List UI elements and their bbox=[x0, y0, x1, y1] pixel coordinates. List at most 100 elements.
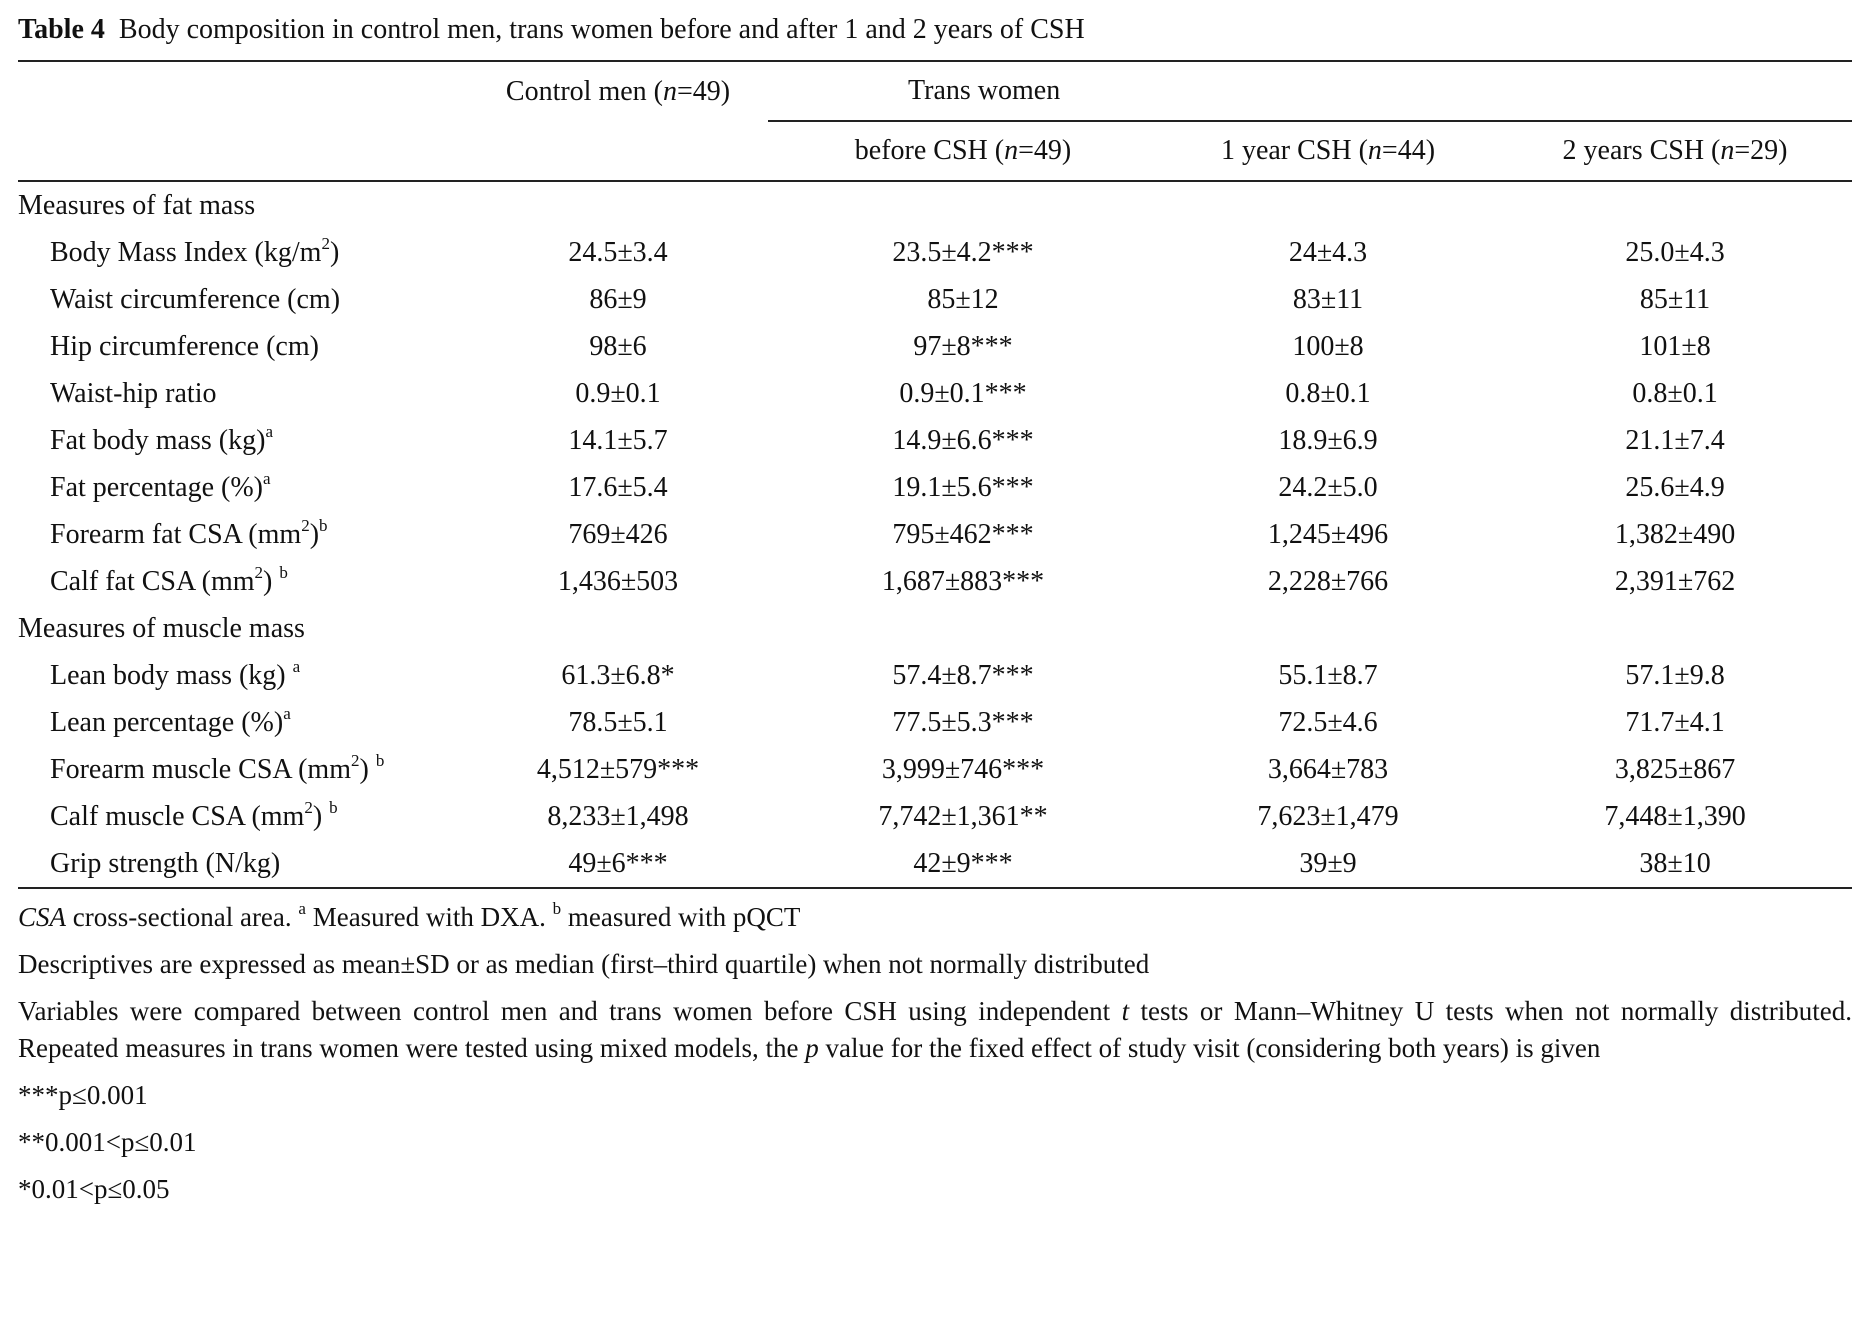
label-text: Waist-hip ratio bbox=[50, 377, 217, 409]
data-row: Lean body mass (kg) a 61.3±6.8* 57.4±8.7**… bbox=[18, 652, 1852, 699]
footnote: Descriptives are expressed as mean±SD or… bbox=[18, 949, 1150, 979]
data-cell: 83±11 bbox=[1292, 283, 1364, 315]
header-text: 1 year CSH ( bbox=[1220, 135, 1368, 166]
footnote: Variables were compared between control … bbox=[18, 993, 1852, 1067]
label-superscript: b bbox=[329, 797, 338, 817]
section-row: Measures of fat mass bbox=[18, 181, 1852, 229]
data-cell: 78.5±5.1 bbox=[568, 706, 668, 738]
footnote-text: value for the fixed effect of study visi… bbox=[818, 1033, 1601, 1063]
data-cell: 3,825±867 bbox=[1614, 753, 1736, 785]
label-superscript: a bbox=[265, 421, 273, 441]
data-row: Lean percentage (%)a 78.5±5.1 77.5±5.3*** 7… bbox=[18, 699, 1852, 746]
data-cell: 57.1±9.8 bbox=[1625, 659, 1725, 691]
row-label: Lean percentage (%)a bbox=[18, 699, 468, 746]
row-label: Fat body mass (kg)a bbox=[18, 417, 468, 464]
data-row: Forearm muscle CSA (mm2) b 4,512±579*** 3,… bbox=[18, 746, 1852, 793]
data-cell: 769±426 bbox=[568, 518, 668, 550]
table: Control men (n =49) Trans women before CS… bbox=[18, 60, 1853, 889]
data-row: Waist circumference (cm) 86±9 85±12 83±11 85… bbox=[18, 276, 1852, 323]
data-cell: 0.8±0.1 bbox=[1285, 377, 1371, 409]
data-cell: 2,391±762 bbox=[1614, 565, 1736, 597]
footnote-text: Measured with DXA. bbox=[305, 902, 553, 932]
header-text: Trans women bbox=[908, 75, 1061, 106]
data-cell: 1,382±490 bbox=[1614, 518, 1736, 550]
data-cell: 1,245±496 bbox=[1267, 518, 1389, 550]
data-cell: 19.1±5.6*** bbox=[892, 471, 1034, 503]
data-cell: 17.6±5.4 bbox=[568, 471, 668, 503]
label-superscript: b bbox=[375, 750, 385, 770]
row-label: Grip strength (N/kg) bbox=[18, 840, 468, 888]
section-row: Measures of muscle mass bbox=[18, 605, 1852, 652]
data-cell: 21.1±7.4 bbox=[1625, 424, 1725, 456]
header-text: =44) bbox=[1381, 135, 1436, 166]
data-cell: 0.9±0.1*** bbox=[899, 377, 1027, 409]
data-cell: 24±4.3 bbox=[1288, 236, 1368, 268]
label-text: Lean percentage (%) bbox=[50, 706, 284, 738]
label-text: ) bbox=[329, 236, 340, 268]
data-row: Forearm fat CSA (mm2)b 769±426 795±462*** 1… bbox=[18, 511, 1852, 558]
row-label: Calf fat CSA (mm2) b bbox=[18, 558, 468, 605]
header-cell: 1 year CSH (n=44) bbox=[1158, 121, 1498, 182]
label-text: Forearm fat CSA (mm bbox=[50, 518, 302, 550]
data-cell: 97±8*** bbox=[913, 330, 1013, 362]
data-cell: 23.5±4.2*** bbox=[892, 236, 1034, 268]
label-superscript: 2 bbox=[301, 515, 310, 535]
data-cell: 101±8 bbox=[1639, 330, 1711, 362]
footnote-text: p bbox=[805, 1033, 819, 1063]
label-text: ) bbox=[263, 565, 280, 597]
header-cell bbox=[18, 61, 468, 121]
data-row: Body Mass Index (kg/m2) 24.5±3.4 23.5±4.2*… bbox=[18, 229, 1852, 276]
data-cell: 24.2±5.0 bbox=[1278, 471, 1378, 503]
label-text: Calf fat CSA (mm bbox=[50, 565, 255, 597]
header-text: before CSH ( bbox=[854, 135, 1005, 166]
table-caption: Body composition in control men, trans w… bbox=[118, 14, 1085, 45]
header-text: Control men ( bbox=[505, 75, 663, 107]
data-cell: 25.0±4.3 bbox=[1625, 236, 1725, 268]
data-cell: 7,448±1,390 bbox=[1604, 800, 1746, 832]
data-cell: 55.1±8.7 bbox=[1278, 659, 1378, 691]
footnote-text: cross-sectional area. bbox=[66, 902, 299, 932]
data-cell: 8,233±1,498 bbox=[547, 800, 689, 832]
row-label: Body Mass Index (kg/m2) bbox=[18, 229, 468, 276]
label-text: Hip circumference (cm) bbox=[50, 330, 319, 362]
data-cell: 42±9*** bbox=[913, 847, 1013, 879]
label-text: ) bbox=[309, 518, 320, 550]
label-superscript: b bbox=[279, 562, 288, 582]
footnotes: CSA cross-sectional area. a Measured wit… bbox=[18, 899, 1852, 1208]
footnote-mark: b bbox=[552, 899, 562, 918]
header-text: n bbox=[662, 75, 677, 107]
table-container: Table 4 Body composition in control men, … bbox=[18, 10, 1853, 1218]
data-cell: 38±10 bbox=[1639, 847, 1711, 879]
footnote: CSA cross-sectional area. a Measured wit… bbox=[18, 899, 1852, 936]
table-number: Table 4 bbox=[18, 14, 105, 45]
footnote-text: t bbox=[1121, 996, 1130, 1026]
data-row: Calf muscle CSA (mm2) b 8,233±1,498 7,742±… bbox=[18, 793, 1852, 840]
data-cell: 100±8 bbox=[1292, 330, 1364, 362]
label-superscript: 2 bbox=[254, 562, 264, 582]
row-label: Waist circumference (cm) bbox=[18, 276, 468, 323]
label-superscript: 2 bbox=[321, 233, 330, 253]
data-row: Fat body mass (kg)a 14.1±5.7 14.9±6.6*** 18… bbox=[18, 417, 1852, 464]
label-text: Forearm muscle CSA (mm bbox=[50, 753, 351, 785]
label-superscript: 2 bbox=[350, 750, 360, 770]
label-text: ) bbox=[312, 800, 330, 832]
label-text: Calf muscle CSA (mm bbox=[50, 800, 305, 832]
table-header: Control men (n =49) Trans women before CS… bbox=[18, 61, 1853, 182]
label-text: Fat percentage (%) bbox=[50, 471, 263, 503]
header-group: Trans women bbox=[768, 61, 1853, 122]
label-superscript: 2 bbox=[304, 797, 313, 817]
data-cell: 86±9 bbox=[589, 283, 647, 315]
footnote: **0.001<p≤0.01 bbox=[18, 1127, 197, 1157]
data-cell: 3,664±783 bbox=[1267, 753, 1389, 785]
label-superscript: a bbox=[263, 468, 271, 488]
row-label: Hip circumference (cm) bbox=[18, 323, 468, 370]
header-text: =49) bbox=[1018, 135, 1072, 166]
table-body: Measures of fat mass Body Mass Index (kg/… bbox=[18, 181, 1852, 888]
data-cell: 98±6 bbox=[589, 330, 647, 362]
row-label: Fat percentage (%)a bbox=[18, 464, 468, 511]
data-cell: 1,436±503 bbox=[557, 565, 679, 597]
data-row: Hip circumference (cm) 98±6 97±8*** 100±8 10… bbox=[18, 323, 1852, 370]
footnote: *0.01<p≤0.05 bbox=[18, 1174, 170, 1204]
label-text: Waist circumference (cm) bbox=[50, 283, 341, 315]
